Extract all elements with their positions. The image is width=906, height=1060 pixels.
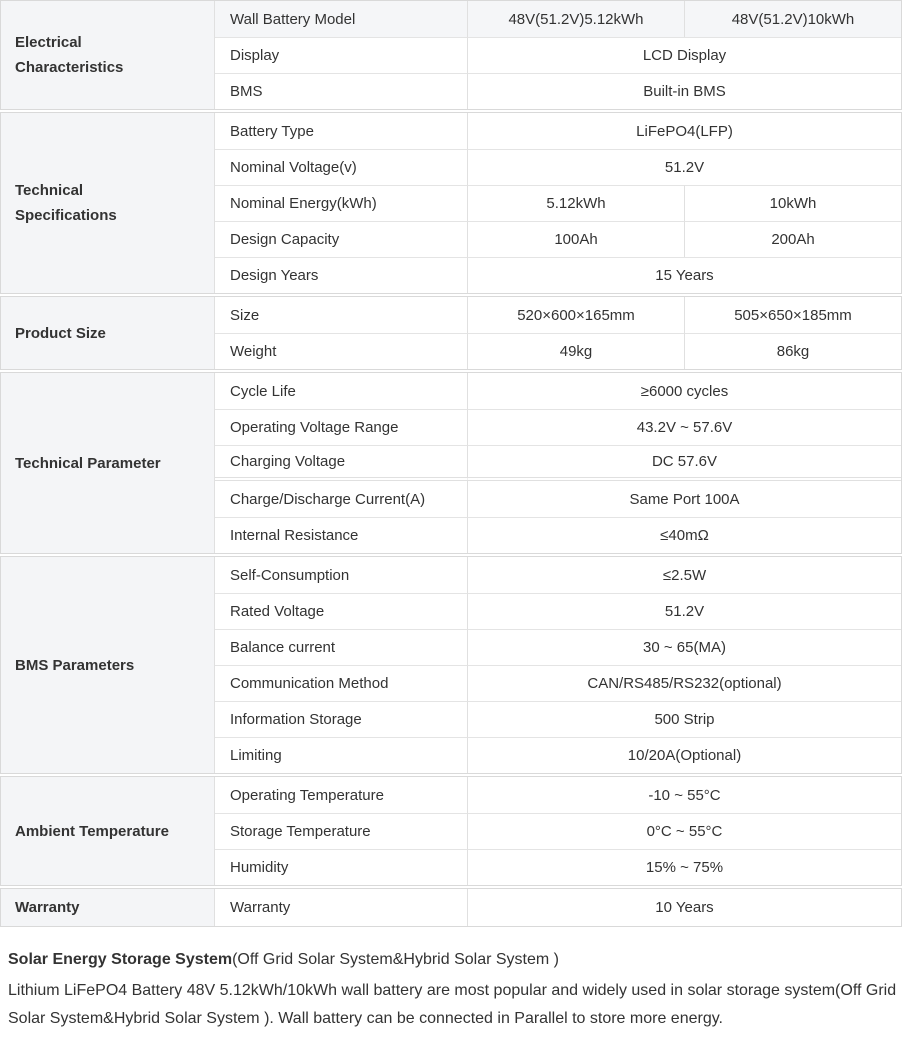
param-cell: BMS	[215, 73, 467, 109]
param-cell: Nominal Energy(kWh)	[215, 185, 467, 221]
category-cell: Ambient Temperature	[1, 777, 215, 885]
param-cell: Battery Type	[230, 122, 314, 140]
param-cell: Self-Consumption	[230, 566, 350, 584]
spec-section: BMS Parameters Self-Consumption ≤2.5W Rated…	[0, 556, 902, 774]
param-cell: Information Storage	[215, 701, 467, 737]
value-cell: 48V(51.2V)5.12kWh	[467, 1, 684, 37]
param-cell: Display	[215, 37, 467, 73]
value-cell: CAN/RS485/RS232(optional)	[467, 665, 901, 701]
param-cell: Size	[230, 306, 260, 324]
value-cell: 15% ~ 75%	[467, 849, 901, 885]
param-cell: Charging Voltage	[215, 445, 467, 481]
value-cell: 30 ~ 65(MA)	[467, 629, 901, 665]
param-cell: Storage Temperature	[215, 813, 467, 849]
value-cell: 505×650×185mm	[684, 297, 901, 333]
value-cell: 5.12kWh	[467, 185, 684, 221]
param-cell: Wall Battery Model	[215, 1, 467, 37]
value-cell: 43.2V ~ 57.6V	[467, 409, 901, 445]
category-cell: BMS Parameters	[1, 557, 215, 773]
param-cell: Limiting	[215, 737, 467, 773]
param-cell: Humidity	[215, 849, 467, 885]
spec-section: Ambient Temperature Operating Temperature…	[0, 776, 902, 886]
value-cell: 15 Years	[467, 257, 901, 293]
value-cell: ≤2.5W	[467, 557, 901, 593]
param-cell: Weight	[215, 333, 467, 369]
value-cell: 0°C ~ 55°C	[467, 813, 901, 849]
battery-spec-page: Electrical Characteristics Wall Battery M…	[0, 0, 906, 1033]
value-cell: 49kg	[467, 333, 684, 369]
param-cell: Warranty	[230, 899, 291, 916]
value-cell: 10kWh	[684, 185, 901, 221]
value-cell: 500 Strip	[467, 701, 901, 737]
spec-section: Technical Parameter Cycle Life ≥6000 cycle…	[0, 372, 902, 554]
param-cell: Cycle Life	[230, 382, 296, 400]
spec-section: Warranty Warranty 10 Years	[0, 888, 902, 927]
value-cell: 10 Years	[467, 889, 901, 926]
value-cell: 200Ah	[684, 221, 901, 257]
value-cell: 51.2V	[467, 593, 901, 629]
value-cell: 100Ah	[467, 221, 684, 257]
description-body: Lithium LiFePO4 Battery 48V 5.12kWh/10kW…	[8, 982, 897, 1027]
param-cell: Design Years	[215, 257, 467, 293]
value-cell: 48V(51.2V)10kWh	[684, 1, 901, 37]
param-cell: Operating Voltage Range	[215, 409, 467, 445]
value-cell: 520×600×165mm	[467, 297, 684, 333]
value-cell: LCD Display	[467, 37, 901, 73]
value-cell: LiFePO4(LFP)	[467, 113, 901, 149]
spec-table: Electrical Characteristics Wall Battery M…	[0, 0, 902, 927]
value-cell: Same Port 100A	[467, 481, 901, 517]
category-cell: Technical Specifications	[1, 113, 215, 293]
param-cell: Operating Temperature	[230, 786, 384, 804]
category-cell: Product Size	[1, 297, 215, 369]
description-heading-rest: (Off Grid Solar System&Hybrid Solar Syst…	[232, 951, 559, 968]
param-cell: Charge/Discharge Current(A)	[230, 490, 426, 508]
param-cell: Internal Resistance	[215, 517, 467, 553]
value-cell: 51.2V	[467, 149, 901, 185]
value-cell: ≤40mΩ	[467, 517, 901, 553]
description-heading-bold: Solar Energy Storage System	[8, 951, 233, 968]
spec-section: Electrical Characteristics Wall Battery M…	[0, 0, 902, 110]
product-description: Solar Energy Storage System(Off Grid Sol…	[0, 948, 906, 1033]
category-cell: Electrical Characteristics	[1, 1, 215, 109]
param-cell: Rated Voltage	[215, 593, 467, 629]
param-cell: Communication Method	[215, 665, 467, 701]
value-cell: 10/20A(Optional)	[467, 737, 901, 773]
param-cell: Balance current	[215, 629, 467, 665]
value-cell: -10 ~ 55°C	[467, 777, 901, 813]
category-cell: Technical Parameter	[1, 373, 215, 553]
value-cell: DC 57.6V	[467, 445, 901, 481]
category-cell: Warranty	[1, 889, 215, 926]
param-cell: Design Capacity	[215, 221, 467, 257]
spec-section: Technical Specifications Battery Type LiFe…	[0, 112, 902, 294]
value-cell: Built-in BMS	[467, 73, 901, 109]
value-cell: 86kg	[684, 333, 901, 369]
param-cell: Nominal Voltage(v)	[215, 149, 467, 185]
description-heading: Solar Energy Storage System(Off Grid Sol…	[8, 948, 906, 972]
spec-section: Product Size Size 520×600×165mm 505×650×185…	[0, 296, 902, 370]
value-cell: ≥6000 cycles	[467, 373, 901, 409]
